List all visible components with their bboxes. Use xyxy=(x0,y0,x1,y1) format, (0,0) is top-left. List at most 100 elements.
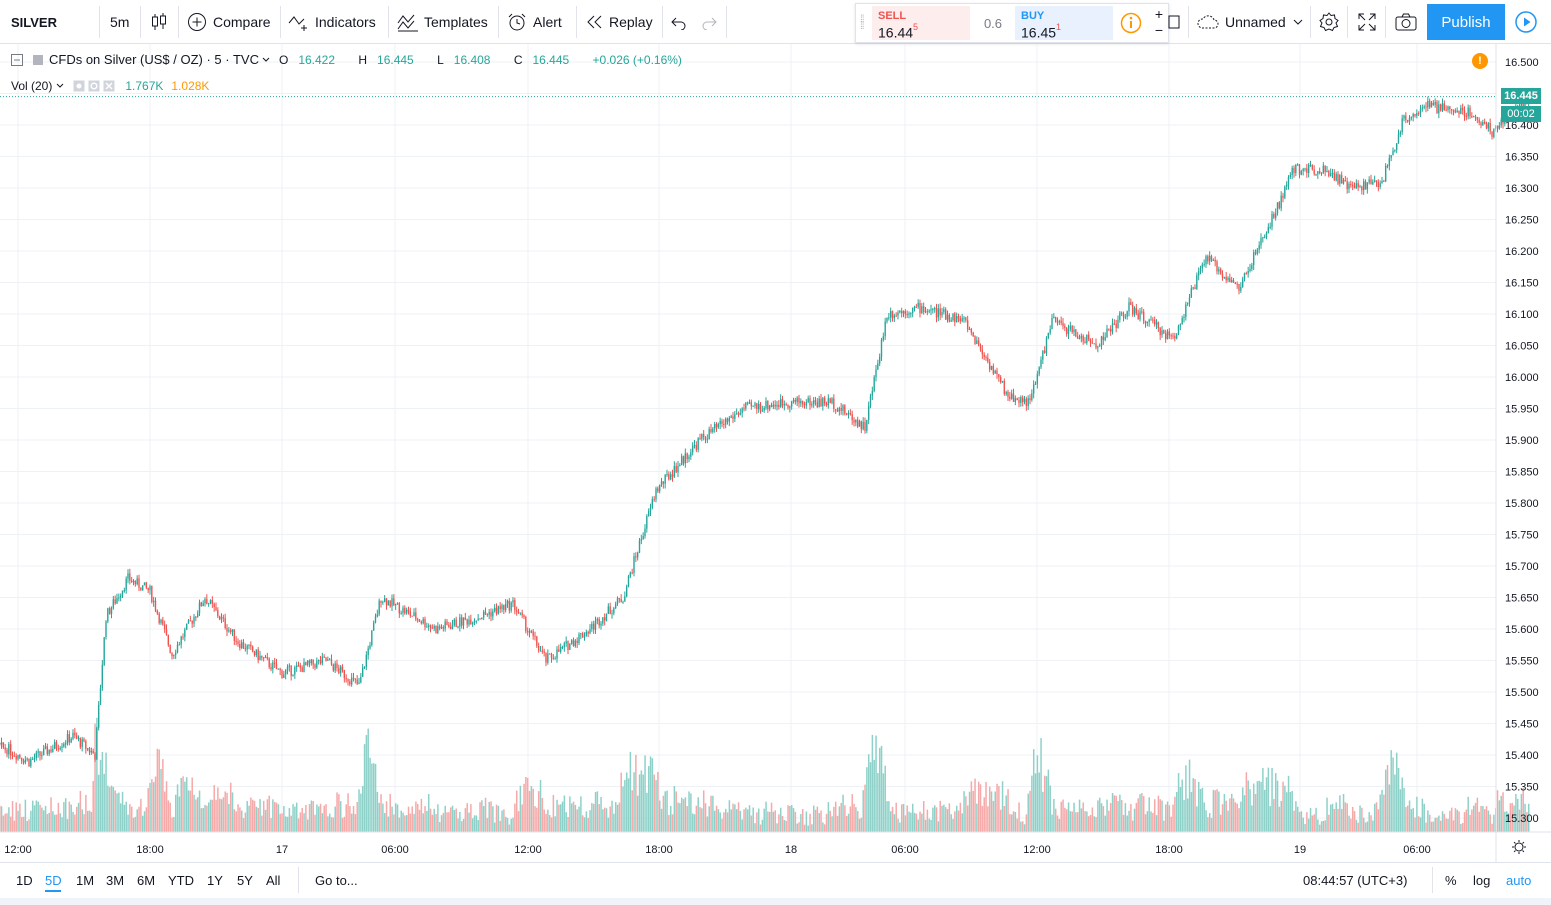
range-1y-button[interactable]: 1Y xyxy=(207,873,223,888)
symbol-search-button[interactable]: SILVER xyxy=(11,14,57,30)
sell-price: 16.445 xyxy=(878,22,919,41)
volume-bar xyxy=(552,794,555,832)
candle-body xyxy=(998,374,1000,378)
auto-scale-toggle[interactable]: auto xyxy=(1506,873,1532,888)
candle-body xyxy=(638,540,641,553)
range-3m-button[interactable]: 3M xyxy=(106,873,125,888)
warning-icon[interactable]: ! xyxy=(1472,53,1488,69)
percent-scale-toggle[interactable]: % xyxy=(1445,873,1457,888)
volume-bar xyxy=(506,818,509,832)
range-5y-button[interactable]: 5Y xyxy=(237,873,253,888)
candle-body xyxy=(1465,116,1468,118)
volume-bar xyxy=(1042,791,1044,832)
layout-name-button[interactable]: Unnamed xyxy=(1197,0,1304,44)
symbol-description[interactable]: CFDs on Silver (US$ / OZ) · 5 · TVC xyxy=(49,52,259,67)
volume-bar xyxy=(292,804,294,832)
candle-body xyxy=(121,590,124,596)
templates-button[interactable]: Templates xyxy=(397,0,488,44)
range-ytd-button[interactable]: YTD xyxy=(168,873,194,888)
range-1m-button[interactable]: 1M xyxy=(76,873,95,888)
candle-body xyxy=(939,308,941,316)
chevron-down-icon[interactable] xyxy=(55,81,65,91)
alert-button[interactable]: Alert xyxy=(507,0,562,44)
candle-body xyxy=(955,316,958,323)
candle-body xyxy=(1152,319,1154,321)
volume-study-label[interactable]: Vol (20) xyxy=(11,79,53,93)
redo-icon[interactable] xyxy=(700,0,718,44)
volume-bar xyxy=(174,794,177,832)
volume-bar xyxy=(1205,810,1207,832)
fullscreen-icon[interactable] xyxy=(1357,0,1377,44)
candle-body xyxy=(251,646,254,652)
interval-button[interactable]: 5m xyxy=(110,14,130,30)
volume-bar xyxy=(1456,809,1458,832)
volume-bar xyxy=(966,805,969,832)
volume-bar xyxy=(710,795,712,832)
volume-bar xyxy=(1302,817,1304,832)
candle-body xyxy=(823,397,826,404)
candle-body xyxy=(273,662,276,664)
gear-icon[interactable] xyxy=(88,80,100,92)
volume-bar xyxy=(466,803,468,832)
volume-bar xyxy=(827,802,830,832)
volume-bar xyxy=(1507,813,1510,832)
volume-bar xyxy=(1306,812,1308,832)
range-1d-button[interactable]: 1D xyxy=(16,873,33,888)
volume-bar xyxy=(1384,769,1387,832)
volume-bar xyxy=(1476,797,1479,832)
range-6m-button[interactable]: 6M xyxy=(137,873,156,888)
timezone-clock[interactable]: 08:44:57 (UTC+3) xyxy=(1303,873,1408,888)
eye-icon[interactable] xyxy=(73,80,85,92)
go-to-date-button[interactable]: Go to... xyxy=(315,873,358,888)
volume-bar xyxy=(22,816,25,832)
candle-body xyxy=(1089,339,1092,343)
candle-body xyxy=(688,456,690,460)
range-all-button[interactable]: All xyxy=(266,873,281,888)
collapse-icon[interactable] xyxy=(11,53,23,66)
candle-body xyxy=(710,429,712,433)
volume-bar xyxy=(662,795,665,832)
chart-style-candles-icon[interactable] xyxy=(149,0,169,44)
indicators-button[interactable]: Indicators xyxy=(288,0,376,44)
volume-bar xyxy=(239,807,241,832)
drag-handle[interactable]: ⁞⁞ ⁞⁞ xyxy=(860,14,864,32)
play-circle-icon[interactable] xyxy=(1508,4,1544,40)
candle-body xyxy=(790,401,793,407)
log-scale-toggle[interactable]: log xyxy=(1473,873,1491,888)
publish-button[interactable]: Publish xyxy=(1427,4,1505,40)
volume-bar xyxy=(1480,805,1482,832)
volume-bar xyxy=(1137,798,1139,832)
price-chart-canvas[interactable]: 15.30015.35015.40015.45015.50015.55015.6… xyxy=(0,44,1551,862)
candle-body xyxy=(1197,271,1200,276)
camera-icon[interactable] xyxy=(1394,0,1418,44)
candle-body xyxy=(473,620,476,623)
volume-bar xyxy=(1498,800,1501,832)
volume-bar xyxy=(959,802,962,832)
info-icon[interactable] xyxy=(1120,12,1142,39)
candle-body xyxy=(902,311,905,314)
buy-button[interactable]: BUY 16.451 xyxy=(1015,6,1113,41)
candle-body xyxy=(570,640,573,644)
volume-bar xyxy=(1282,781,1284,832)
rewind-icon xyxy=(587,15,602,29)
candle-body xyxy=(1331,172,1334,174)
candle-body xyxy=(1324,165,1326,173)
price-tick-label: 15.300 xyxy=(1505,813,1539,825)
candle-body xyxy=(457,626,459,628)
candle-body xyxy=(635,556,637,558)
close-icon[interactable] xyxy=(103,80,115,92)
layout-icon[interactable] xyxy=(1166,0,1180,44)
range-5d-button[interactable]: 5D xyxy=(45,873,62,888)
candle-body xyxy=(855,419,857,423)
candle-body xyxy=(1045,337,1048,353)
candle-body xyxy=(499,606,501,610)
chevron-down-icon[interactable] xyxy=(261,55,271,65)
compare-button[interactable]: Compare xyxy=(187,0,271,44)
volume-bar xyxy=(778,814,780,832)
sell-button[interactable]: SELL 16.445 xyxy=(872,6,970,41)
undo-icon[interactable] xyxy=(670,0,688,44)
replay-button[interactable]: Replay xyxy=(586,0,653,44)
settings-gear-icon[interactable] xyxy=(1318,0,1340,44)
volume-bar xyxy=(1047,769,1050,832)
quantity-stepper[interactable]: + − xyxy=(1154,6,1164,38)
